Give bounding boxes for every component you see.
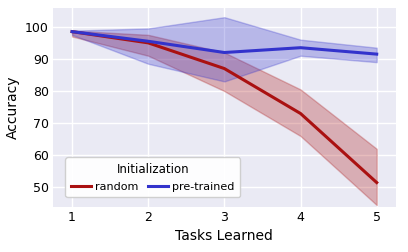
Y-axis label: Accuracy: Accuracy (5, 75, 20, 139)
X-axis label: Tasks Learned: Tasks Learned (175, 229, 273, 243)
Legend: random, pre-trained: random, pre-trained (65, 158, 240, 197)
